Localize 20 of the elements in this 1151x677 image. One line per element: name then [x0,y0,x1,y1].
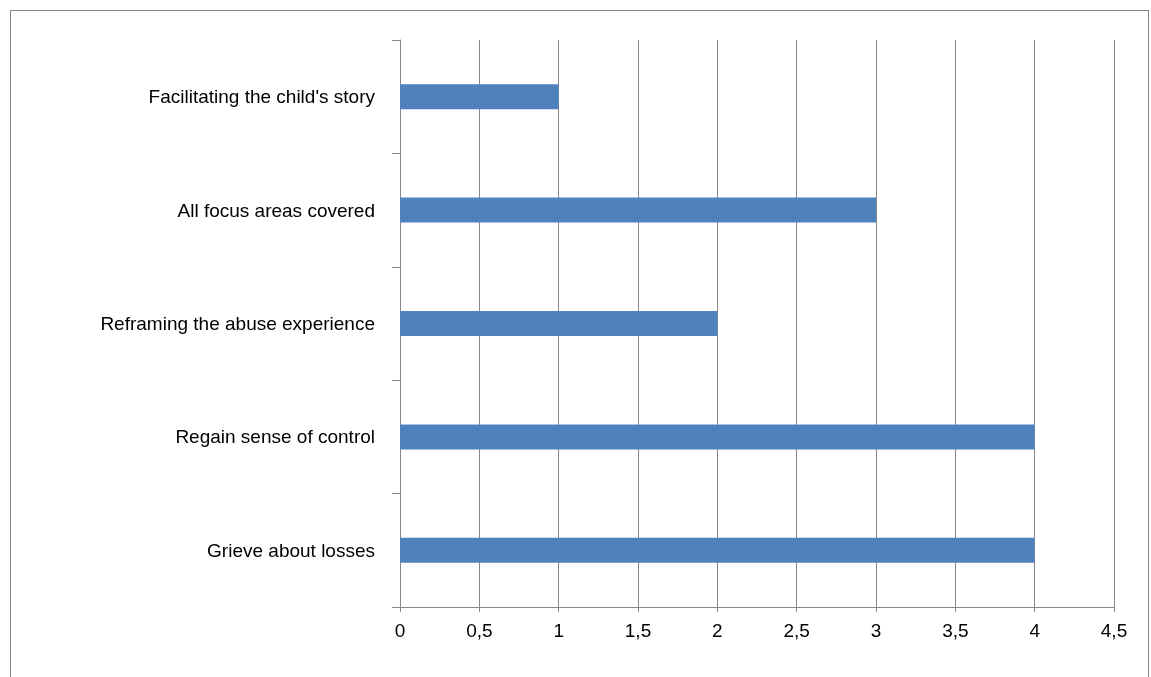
x-tick-label: 2,5 [783,620,810,641]
bar [400,537,1035,563]
x-tick-label: 3,5 [942,620,969,641]
x-tick-label: 1 [553,620,564,641]
x-tick-label: 0,5 [466,620,493,641]
y-tick-label: Facilitating the child's story [148,86,376,108]
x-tick-label: 4,5 [1100,620,1128,641]
bar [400,311,718,336]
bar [400,197,876,223]
x-tick-label: 0 [394,620,406,641]
y-tick-label: Regain sense of control [175,426,375,448]
y-tick-label: Reframing the abuse experience [100,313,375,334]
x-tick-label: 2 [712,620,723,641]
y-tick-label: All focus areas covered [177,199,375,221]
x-tick-label: 1,5 [624,620,652,641]
x-tick-label: 4 [1029,620,1041,641]
bar [400,424,1035,450]
bar [400,84,559,110]
x-tick-label: 3 [870,620,882,641]
y-tick-label: Grieve about losses [207,539,375,561]
